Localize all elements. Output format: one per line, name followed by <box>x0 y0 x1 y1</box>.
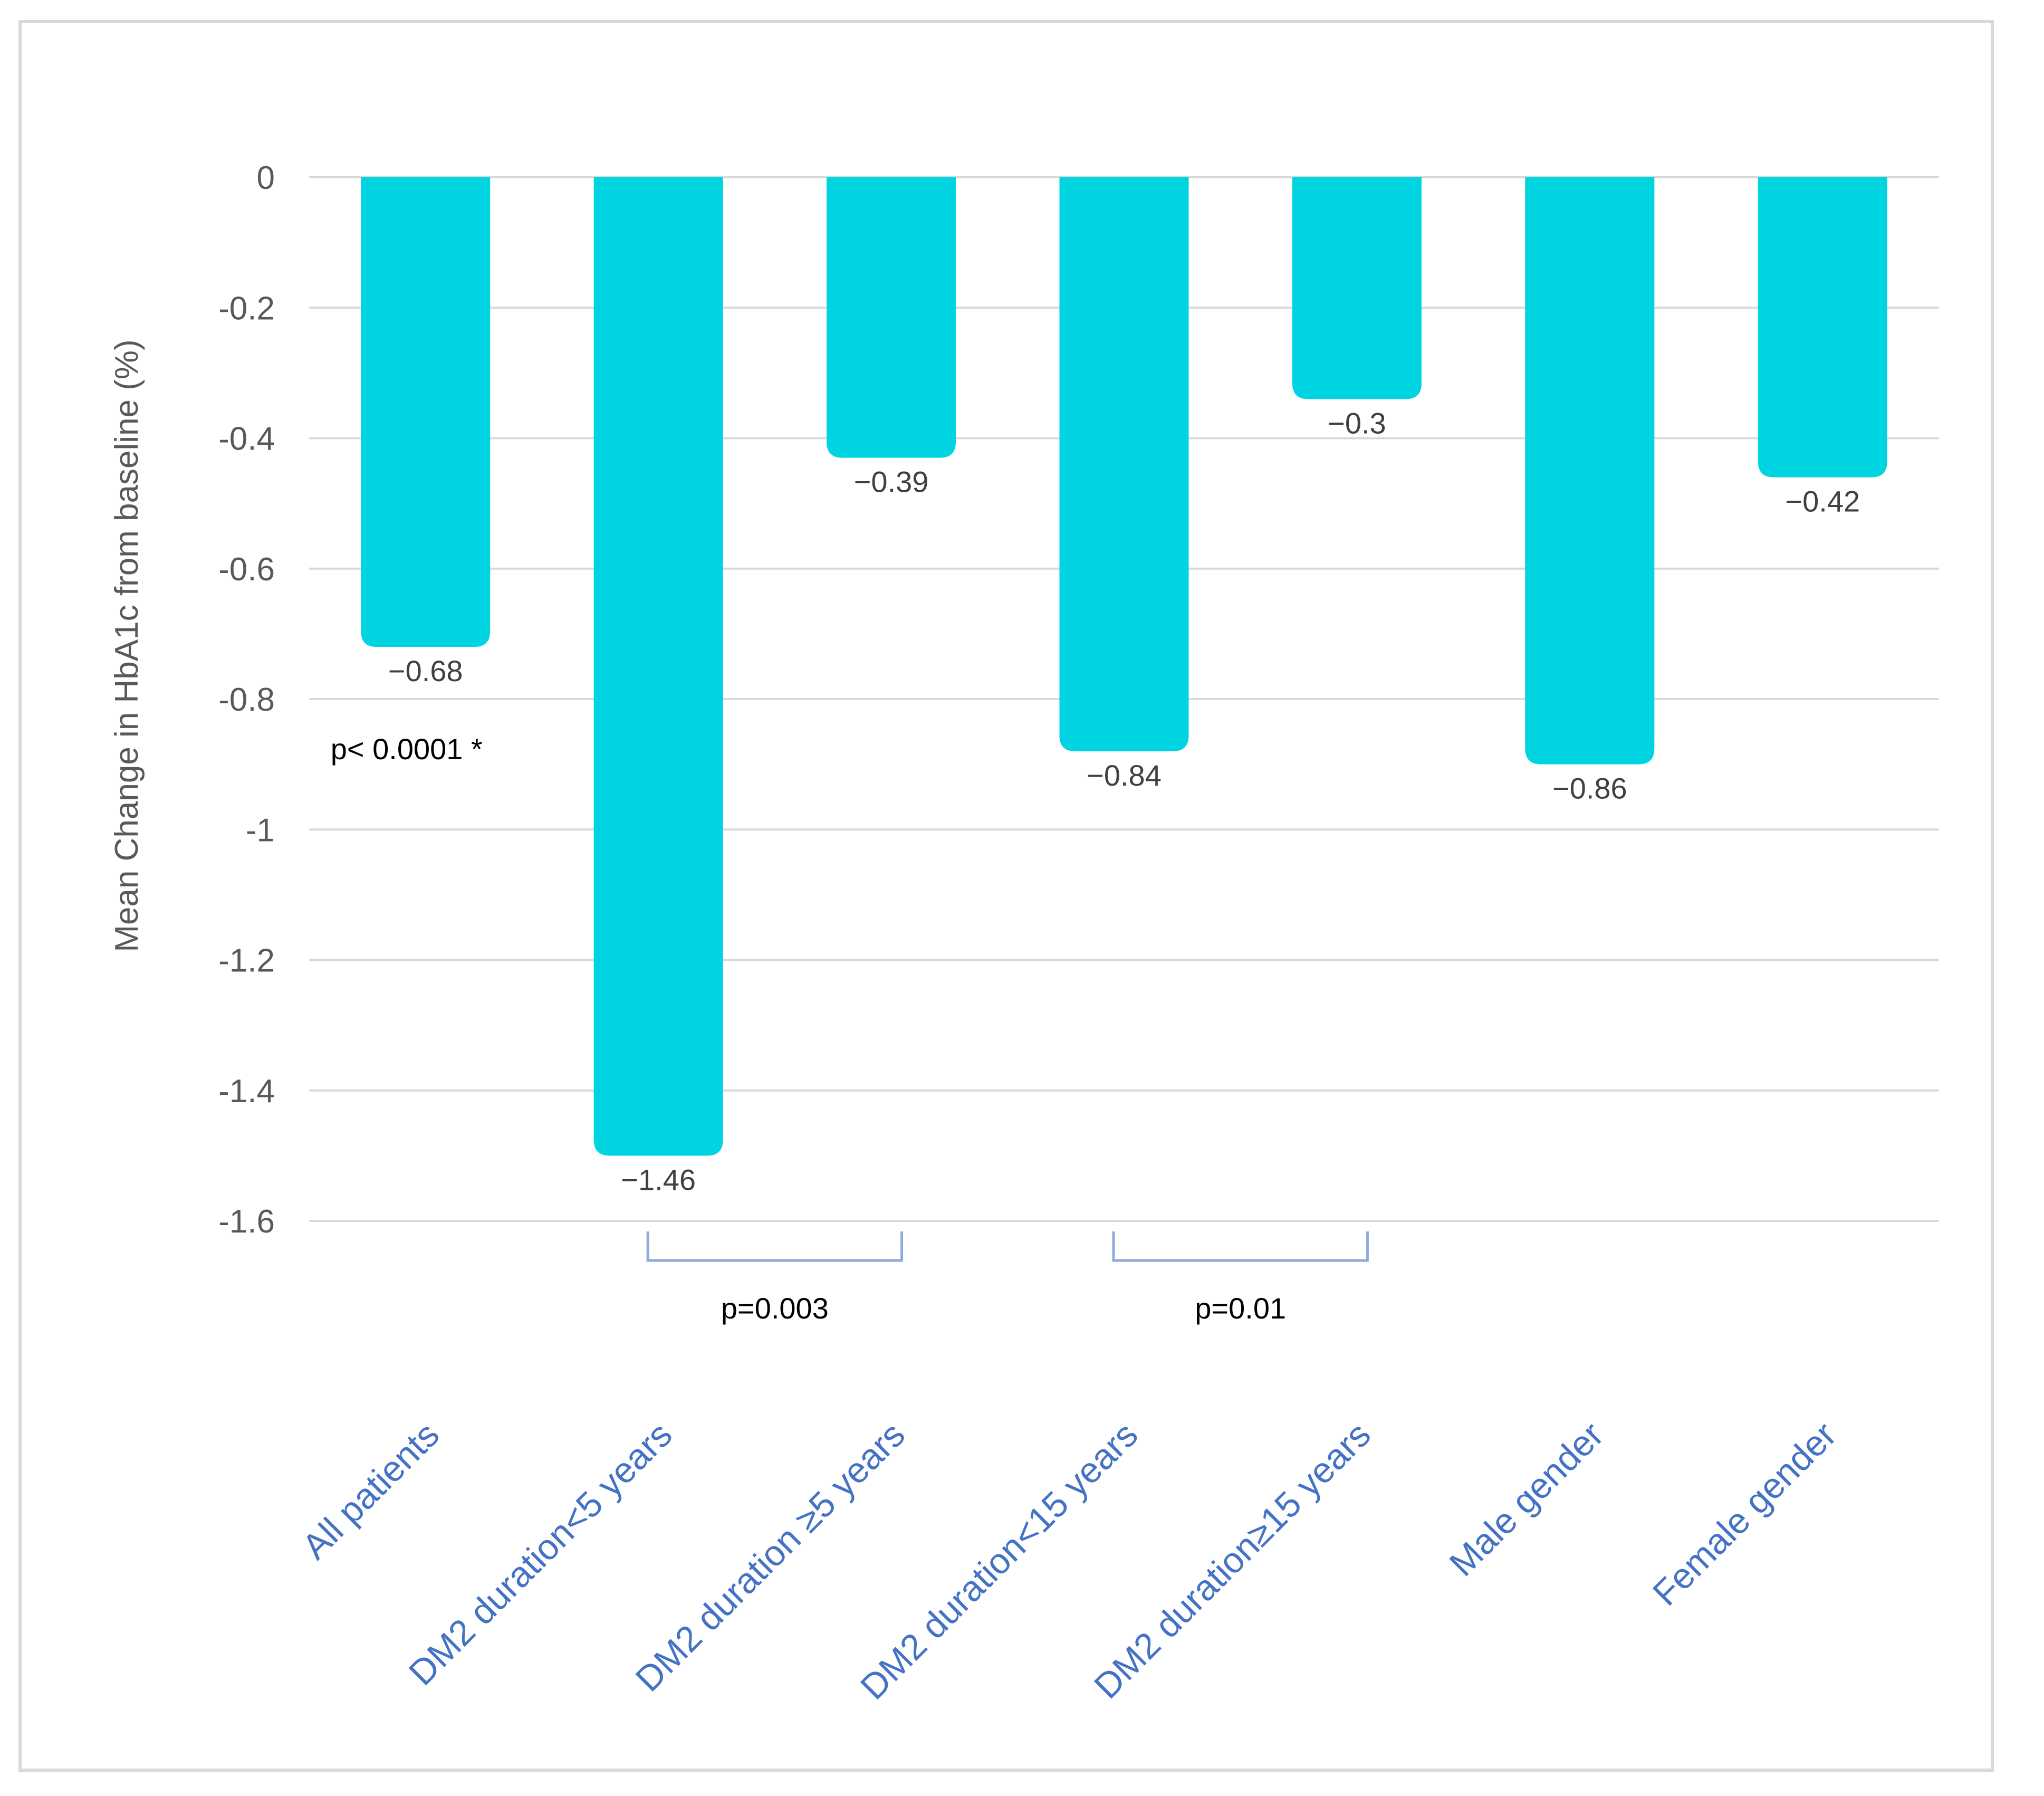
chart-frame: 0 -0.2 -0.4 -0.6 -0.8 -1 -1.2 -1.4 -1.6 Mean Cha… <box>18 20 1994 1772</box>
y-tick-label: -0.6 <box>218 551 275 588</box>
category-label: DM2 duration<5 years <box>401 1415 680 1693</box>
bar <box>361 177 491 647</box>
y-tick-label: 0 <box>257 160 275 196</box>
data-label: −0.39 <box>854 465 929 499</box>
p-all-patients: p< 0.0001 * <box>331 732 483 766</box>
y-tick-label: -1.6 <box>218 1203 275 1240</box>
bar-chart: 0 -0.2 -0.4 -0.6 -0.8 -1 -1.2 -1.4 -1.6 Mean Cha… <box>109 160 1939 1707</box>
data-label: −1.46 <box>621 1163 696 1196</box>
category-label: DM2 duration≥15 years <box>1087 1415 1378 1706</box>
y-tick-label: -1.4 <box>218 1073 275 1110</box>
bar <box>1758 177 1887 477</box>
data-label: −0.3 <box>1328 406 1386 440</box>
bar <box>1059 177 1189 751</box>
y-tick-label: -1.2 <box>218 943 275 979</box>
bar <box>1525 177 1655 765</box>
y-tick-label: -0.4 <box>218 421 275 457</box>
y-axis-title: Mean Change in HbA1c from baseline (%) <box>109 339 145 952</box>
y-tick-label: -1 <box>246 812 275 848</box>
p-duration-15: p=0.01 <box>1195 1292 1286 1325</box>
bar <box>827 177 956 458</box>
category-label: Female gender <box>1645 1415 1844 1613</box>
data-label: −0.84 <box>1087 759 1162 792</box>
significance-bracket <box>646 1231 904 1262</box>
category-label: All patients <box>294 1415 447 1567</box>
data-labels: −0.68 −1.46 −0.39 −0.84 −0.3 −0.86 −0.42 <box>388 406 1860 1196</box>
bar <box>1292 177 1422 399</box>
data-label: −0.86 <box>1552 772 1627 805</box>
bars <box>361 177 1887 1156</box>
y-tick-label: -0.8 <box>218 682 275 718</box>
p-duration-5: p=0.003 <box>721 1292 829 1325</box>
data-label: −0.68 <box>388 654 463 687</box>
category-label: DM2 duration ≥5 years <box>628 1415 913 1699</box>
bar <box>593 177 723 1156</box>
annotations: p< 0.0001 * p=0.003 p=0.01 <box>331 732 1369 1325</box>
y-axis-ticks: 0 -0.2 -0.4 -0.6 -0.8 -1 -1.2 -1.4 -1.6 <box>218 160 275 1240</box>
significance-bracket <box>1112 1231 1369 1262</box>
y-tick-label: -0.2 <box>218 290 275 327</box>
data-label: −0.42 <box>1785 485 1860 518</box>
category-label: Male gender <box>1442 1415 1611 1584</box>
